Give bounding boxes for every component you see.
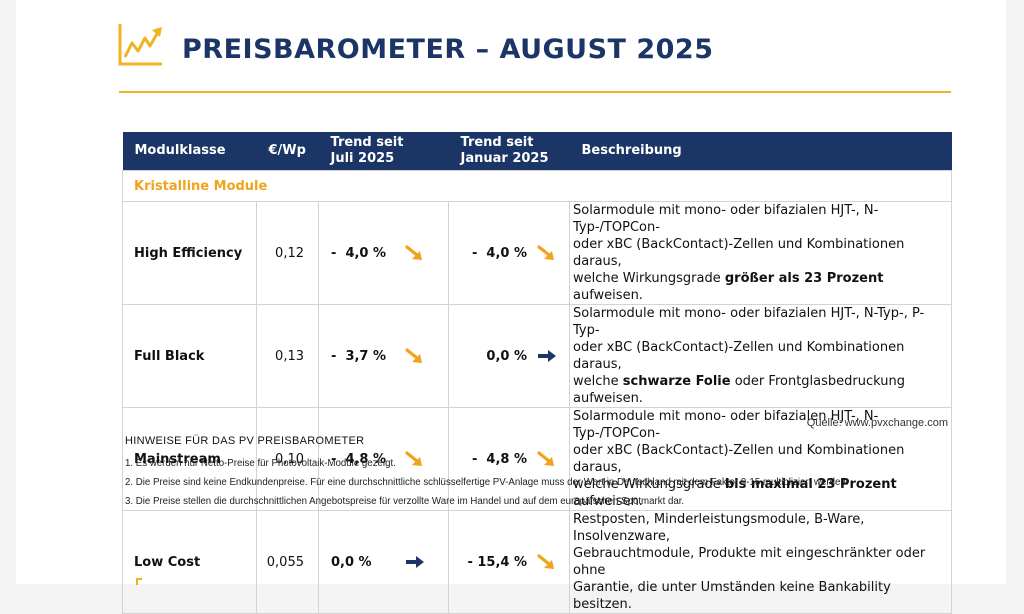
trend-january-cell: - 15,4 % [448,510,570,614]
arrow-down-right-icon [537,554,557,570]
trend-july-cell: - 3,7 % [318,304,449,408]
decorative-mark-icon [136,578,142,585]
price-value: 0,055 [256,510,319,614]
trend-january-cell: 0,0 % [448,304,570,408]
description: Solarmodule mit mono- oder bifazialen HJ… [569,201,952,305]
notes-heading: HINWEISE FÜR DAS PV PREISBAROMETER [125,435,365,447]
description: Solarmodule mit mono- oder bifazialen HJ… [569,407,952,511]
section-row: Kristalline Module [122,170,952,202]
source-note: Quelle: www.pvxchange.com [806,417,948,429]
trend-january-value: - 4,8 % [471,451,527,467]
col-header-trend-july: Trend seit Juli 2025 [318,132,449,171]
col-header-price: €/Wp [256,132,319,171]
section-label: Kristalline Module [122,170,952,202]
description: Solarmodule mit mono- oder bifazialen HJ… [569,304,952,408]
col-header-class: Modulklasse [122,132,257,171]
trend-january-cell: - 4,0 % [448,201,570,305]
col-header-trend-january: Trend seit Januar 2025 [448,132,570,171]
module-class: High Efficiency [122,201,257,305]
trend-july-cell: 0,0 % [318,510,449,614]
table-row: Low Cost 0,055 0,0 % - 15,4 % Restposten, Mi… [122,510,952,614]
title-divider [119,91,951,93]
trend-january-value: - 4,0 % [471,245,527,261]
arrow-down-right-icon [405,245,425,261]
price-value: 0,12 [256,201,319,305]
note-item: 3. Die Preise stellen die durchschnittli… [125,496,685,507]
note-item: 2. Die Preise sind keine Endkundenpreise… [125,477,849,488]
trend-july-value: 0,0 % [331,554,372,570]
document-page: PREISBAROMETER – AUGUST 2025 Modulklasse… [16,0,1006,614]
module-class: Mainstream [122,407,257,511]
trend-july-cell: - 4,0 % [318,201,449,305]
arrow-down-right-icon [405,348,425,364]
trend-january-value: 0,0 % [486,348,527,364]
price-value: 0,10 [256,407,319,511]
trend-july-value: - 3,7 % [331,348,387,364]
module-class: Full Black [122,304,257,408]
note-item: 1. Es werden nur Netto-Preise für Photov… [125,458,396,469]
col-header-description: Beschreibung [569,132,952,171]
table-row: Mainstream 0,10 - 4,8 % - 4,8 % Solarmodule … [122,407,952,511]
trend-july-value: - 4,8 % [331,451,387,467]
table-row: Full Black 0,13 - 3,7 % 0,0 % Solarmodule mi… [122,304,952,408]
description: Restposten, Minderleistungsmodule, B-War… [569,510,952,614]
arrow-down-right-icon [537,451,557,467]
price-value: 0,13 [256,304,319,408]
module-class: Low Cost [122,510,257,614]
trend-january-value: - 15,4 % [467,554,527,570]
arrow-down-right-icon [537,245,557,261]
arrow-right-icon [405,554,425,570]
arrow-right-icon [537,348,557,364]
trend-july-value: - 4,0 % [331,245,387,261]
page-title: PREISBAROMETER – AUGUST 2025 [182,34,714,65]
table-header-row: Modulklasse €/Wp Trend seit Juli 2025 Tre… [122,132,952,171]
trend-july-cell: - 4,8 % [318,407,449,511]
table-row: High Efficiency 0,12 - 4,0 % - 4,0 % Solarmo… [122,201,952,305]
price-table: Modulklasse €/Wp Trend seit Juli 2025 Tre… [122,132,952,614]
rising-chart-icon [118,24,162,66]
arrow-down-right-icon [405,451,425,467]
notes-list: 1. Es werden nur Netto-Preise für Photov… [125,457,849,514]
